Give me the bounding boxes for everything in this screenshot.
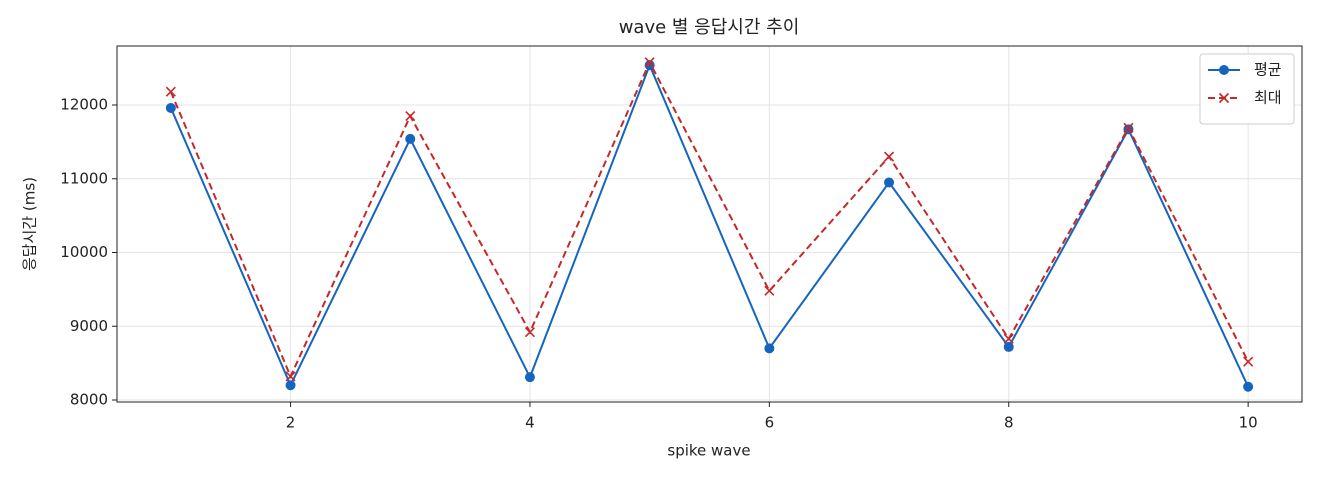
series-line (169, 59, 1250, 379)
data-point (165, 102, 176, 113)
y-tick-label: 9000 (70, 317, 108, 335)
data-point (764, 285, 775, 296)
data-point (1243, 381, 1254, 392)
data-point (884, 177, 895, 188)
y-axis-label: 응답시간 (ms) (21, 177, 39, 271)
x-tick-label: 2 (286, 414, 296, 432)
data-point (1003, 341, 1014, 352)
x-axis-label: spike wave (667, 442, 750, 460)
data-point (285, 371, 296, 382)
data-point (285, 380, 296, 391)
series-line (169, 62, 1250, 388)
data-point (764, 343, 775, 354)
data-point (883, 151, 895, 162)
data-point (644, 57, 655, 68)
data-point (405, 110, 416, 122)
data-point (524, 327, 536, 338)
chart-title: wave 별 응답시간 추이 (619, 17, 800, 38)
data-point (524, 372, 535, 383)
x-tick-label: 10 (1239, 414, 1258, 432)
legend-label: 평균 (1254, 61, 1282, 79)
data-point (1243, 356, 1254, 367)
y-tick-label: 12000 (60, 96, 108, 114)
data-point (644, 60, 655, 71)
legend-label: 최대 (1254, 89, 1282, 107)
data-point (165, 86, 176, 97)
plot-frame (116, 45, 1303, 403)
legend-marker (1219, 65, 1229, 75)
x-tick-label: 6 (765, 414, 775, 432)
y-tick-label: 8000 (70, 391, 108, 409)
data-point (1003, 333, 1014, 344)
y-tick-label: 10000 (60, 243, 108, 261)
x-tick-label: 8 (1004, 414, 1014, 432)
data-point (405, 133, 416, 144)
y-tick-label: 11000 (60, 169, 108, 187)
data-point (1123, 122, 1134, 133)
legend-marker (1218, 92, 1230, 104)
x-tick-label: 4 (525, 414, 535, 432)
